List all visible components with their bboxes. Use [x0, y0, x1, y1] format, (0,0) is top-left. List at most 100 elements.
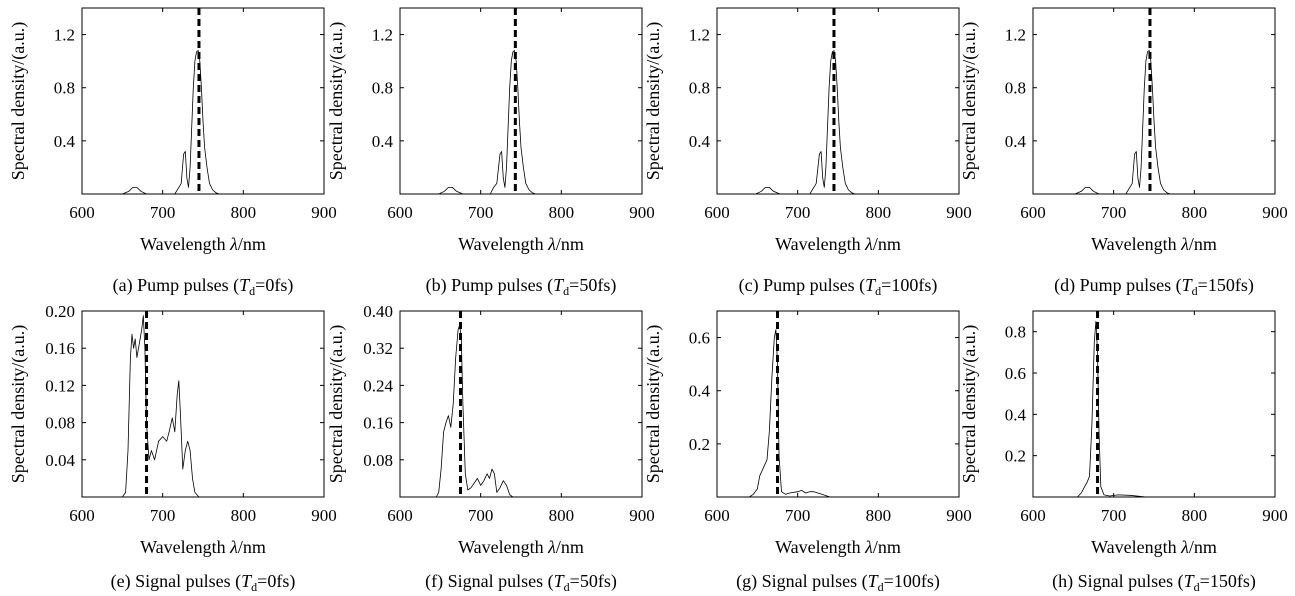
caption-subscript: d	[1192, 284, 1198, 298]
caption-symbol: T	[865, 275, 877, 295]
y-tick-label: 0.4	[1005, 405, 1027, 424]
x-axis-label-prefix: Wavelength	[140, 234, 230, 254]
y-tick-label: 0.04	[45, 451, 75, 470]
y-tick-label: 0.40	[363, 302, 393, 321]
x-tick-label: 600	[387, 203, 413, 222]
plot-frame	[716, 7, 960, 195]
plot-frame	[399, 7, 643, 195]
y-tick-label: 0.08	[363, 451, 393, 470]
panel-caption: (a) Pump pulses (Td=0fs)	[113, 275, 294, 298]
spectrum-line	[717, 329, 959, 498]
panel-caption: (f) Signal pulses (Td=50fs)	[425, 571, 617, 594]
caption-value: =100fs)	[884, 571, 940, 592]
x-axis-label: Wavelength λ/nm	[458, 234, 584, 254]
y-tick-label: 1.2	[689, 26, 710, 45]
x-tick-label: 700	[468, 506, 494, 525]
y-tick-label: 0.4	[372, 132, 394, 151]
x-axis-label-suffix: /nm	[1189, 537, 1217, 557]
x-tick-label: 600	[1020, 203, 1046, 222]
x-tick-label: 900	[311, 506, 337, 525]
spectrum-line	[82, 50, 324, 195]
x-axis-label-prefix: Wavelength	[140, 537, 230, 557]
y-tick-label: 0.12	[45, 376, 75, 395]
caption-value: =50fs)	[570, 571, 617, 592]
x-axis-label: Wavelength λ/nm	[1091, 234, 1217, 254]
x-tick-label: 800	[549, 506, 575, 525]
x-axis-label-prefix: Wavelength	[775, 234, 865, 254]
y-tick-label: 0.08	[45, 414, 75, 433]
x-axis-label-symbol: λ	[547, 234, 556, 254]
x-axis-label-symbol: λ	[864, 234, 873, 254]
caption-subscript: d	[875, 284, 881, 298]
y-tick-label: 0.8	[54, 79, 75, 98]
x-tick-label: 800	[1182, 203, 1208, 222]
caption-subscript: d	[249, 284, 255, 298]
x-tick-label: 900	[629, 506, 655, 525]
panel-caption: (b) Pump pulses (Td=50fs)	[426, 275, 617, 298]
y-axis-label: Spectral density/(a.u.)	[959, 325, 980, 483]
y-axis-label: Spectral density/(a.u.)	[959, 22, 980, 180]
x-tick-label: 800	[866, 203, 892, 222]
plot-frame	[399, 310, 643, 498]
x-tick-label: 600	[387, 506, 413, 525]
y-tick-label: 0.6	[689, 329, 710, 348]
x-axis-label-suffix: /nm	[1189, 234, 1217, 254]
y-axis-label: Spectral density/(a.u.)	[8, 325, 29, 483]
x-tick-label: 700	[150, 506, 176, 525]
y-tick-label: 0.24	[363, 376, 393, 395]
caption-prefix: (c) Pump pulses (	[739, 275, 865, 296]
y-axis-label: Spectral density/(a.u.)	[326, 325, 347, 483]
x-tick-label: 800	[231, 506, 257, 525]
x-axis-label-suffix: /nm	[556, 234, 584, 254]
y-tick-label: 0.4	[1005, 132, 1027, 151]
y-tick-label: 0.4	[689, 132, 711, 151]
x-axis-label: Wavelength λ/nm	[140, 234, 266, 254]
y-tick-label: 0.16	[363, 414, 393, 433]
x-tick-label: 800	[549, 203, 575, 222]
x-axis-label: Wavelength λ/nm	[1091, 537, 1217, 557]
caption-value: =50fs)	[569, 275, 616, 296]
panel-caption: (c) Pump pulses (Td=100fs)	[739, 275, 938, 298]
caption-symbol: T	[553, 275, 565, 295]
panel-h: 600 700 800 900 0.2 0.4 0.6 0.8 Spectral density…	[959, 310, 1288, 594]
caption-prefix: (g) Signal pulses (	[736, 571, 867, 592]
plot-frame	[81, 310, 325, 498]
panel-a: 600 700 800 900 0.4 0.8 1.2 Spectral density/(a…	[8, 7, 337, 298]
x-axis-label-symbol: λ	[1180, 234, 1189, 254]
x-tick-label: 900	[1262, 506, 1288, 525]
x-tick-label: 900	[1262, 203, 1288, 222]
x-axis-label: Wavelength λ/nm	[458, 537, 584, 557]
spectrum-line	[1033, 50, 1275, 195]
x-tick-label: 600	[69, 506, 95, 525]
spectrum-line	[400, 324, 642, 498]
x-tick-label: 600	[704, 506, 730, 525]
x-axis-label-symbol: λ	[864, 537, 873, 557]
y-tick-label: 0.8	[1005, 323, 1026, 342]
panel-caption: (e) Signal pulses (Td=0fs)	[111, 571, 296, 594]
caption-value: =150fs)	[1200, 571, 1256, 592]
spectrum-line	[400, 50, 642, 195]
caption-prefix: (e) Signal pulses (	[111, 571, 241, 592]
y-tick-label: 0.8	[372, 79, 393, 98]
y-tick-label: 0.32	[363, 339, 393, 358]
x-axis-label-symbol: λ	[229, 234, 238, 254]
panel-b: 600 700 800 900 0.4 0.8 1.2 Spectral density/(a…	[326, 7, 655, 298]
caption-symbol: T	[868, 571, 880, 591]
x-tick-label: 700	[785, 203, 811, 222]
x-tick-label: 700	[1101, 506, 1127, 525]
x-tick-label: 900	[629, 203, 655, 222]
x-axis-label-suffix: /nm	[873, 234, 901, 254]
x-tick-label: 800	[866, 506, 892, 525]
spectrum-line	[717, 50, 959, 195]
x-tick-label: 600	[704, 203, 730, 222]
caption-prefix: (a) Pump pulses (	[113, 275, 239, 296]
x-tick-label: 600	[1020, 506, 1046, 525]
y-tick-label: 1.2	[54, 26, 75, 45]
x-tick-label: 900	[311, 203, 337, 222]
x-axis-label-prefix: Wavelength	[1091, 234, 1181, 254]
caption-prefix: (d) Pump pulses (	[1054, 275, 1182, 296]
y-tick-label: 0.4	[689, 382, 711, 401]
caption-value: =0fs)	[257, 571, 295, 592]
x-axis-label-symbol: λ	[229, 537, 238, 557]
